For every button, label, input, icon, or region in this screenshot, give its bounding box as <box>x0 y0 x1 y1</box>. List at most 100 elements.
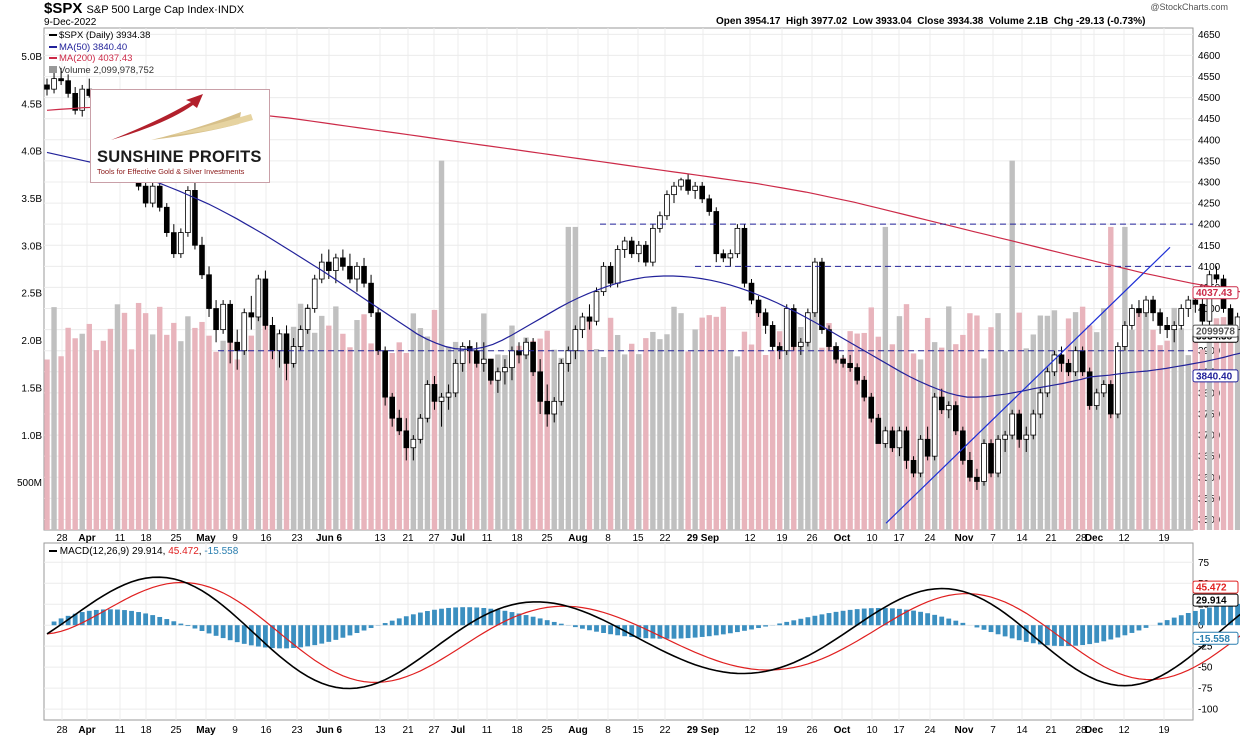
candle-body <box>600 265 607 293</box>
logo-tagline: Tools for Effective Gold & Silver Invest… <box>97 167 245 176</box>
macd-histogram-bar <box>953 620 959 626</box>
volume-bar <box>903 304 910 530</box>
candle-body <box>621 240 628 250</box>
x-tick-label: 29 Sep <box>687 533 719 544</box>
candle-body <box>1093 392 1100 406</box>
volume-tick-label: 1.5B <box>21 383 42 394</box>
volume-bar <box>995 313 1001 530</box>
macd-tick-label: -25 <box>1198 642 1213 653</box>
volume-bar <box>671 306 677 530</box>
candle-body <box>734 227 741 255</box>
candle-body <box>558 362 565 402</box>
macd-histogram-bar <box>551 621 557 626</box>
volume-bar <box>1192 330 1199 530</box>
x-tick-label: 25 <box>541 725 553 736</box>
volume-bar <box>340 333 346 530</box>
candle-body <box>875 417 882 444</box>
candle-body <box>389 396 396 419</box>
volume-bar <box>128 349 135 530</box>
candle-body <box>783 308 790 352</box>
volume-bar <box>819 347 825 530</box>
x-tick-label: Dec <box>1085 533 1104 544</box>
candle-body <box>805 312 811 343</box>
x-tick-label: 7 <box>990 533 996 544</box>
volume-bar <box>481 313 487 530</box>
macd-histogram-bar <box>671 625 677 639</box>
logo-swoosh-icon <box>111 94 253 140</box>
macd-histogram-bar <box>798 618 804 626</box>
macd-histogram-bar <box>1002 625 1008 637</box>
volume-bar <box>326 325 332 530</box>
candle-body <box>854 367 860 381</box>
volume-bar <box>678 313 684 530</box>
candle-body <box>347 265 353 280</box>
macd-histogram-bar <box>1016 625 1022 641</box>
macd-histogram-bar <box>1214 606 1219 626</box>
legend-volume: Volume 2,099,978,752 <box>49 65 154 77</box>
macd-histogram-bar <box>171 621 177 626</box>
candle-body <box>833 346 839 360</box>
macd-histogram-bar <box>960 622 966 626</box>
volume-bar <box>171 322 177 530</box>
candle-body <box>967 459 973 478</box>
volume-tick-label: 5.0B <box>21 52 42 63</box>
macd-histogram-bar <box>650 625 656 639</box>
candle-body <box>1213 274 1220 280</box>
macd-histogram-bar <box>1136 625 1142 631</box>
candle-body <box>1136 308 1142 314</box>
candle-body <box>403 430 410 449</box>
macd-histogram-bar <box>1164 620 1170 626</box>
sunshine-profits-logo: SUNSHINE PROFITS Tools for Effective Gol… <box>90 89 270 183</box>
x-tick-label: 29 Sep <box>687 725 719 736</box>
macd-histogram-bar <box>312 625 318 646</box>
macd-histogram-bar <box>495 609 501 626</box>
macd-histogram-bar <box>185 625 191 627</box>
macd-histogram-bar <box>79 612 85 626</box>
volume-bar <box>607 317 614 530</box>
candle-body <box>586 316 593 322</box>
macd-histogram-bar <box>474 607 480 626</box>
macd-histogram-bar <box>1073 625 1078 646</box>
x-tick-label: 28 <box>1075 533 1087 544</box>
macd-histogram-bar <box>1087 625 1093 645</box>
macd-histogram-bar <box>643 625 649 639</box>
volume-bar <box>72 338 78 530</box>
candle-body <box>579 316 586 331</box>
symbol-exchange: INDX <box>217 4 245 16</box>
volume-bar <box>551 349 557 530</box>
y-tick-label: 4300 <box>1198 177 1221 188</box>
candle-body <box>896 430 903 449</box>
y-tick-label: 4450 <box>1198 114 1221 125</box>
macd-histogram-bar <box>502 610 508 626</box>
logo-name: SUNSHINE PROFITS <box>97 148 262 166</box>
volume-bar <box>199 321 205 530</box>
volume-bar <box>974 315 980 530</box>
candle-body <box>269 325 276 352</box>
macd-histogram-bar <box>248 625 254 646</box>
macd-histogram-bar <box>270 625 275 649</box>
candle-body <box>868 396 875 419</box>
macd-histogram-bar <box>368 625 374 629</box>
volume-bar <box>798 326 804 530</box>
volume-bar <box>805 318 811 530</box>
candle-body <box>227 303 233 343</box>
macd-histogram-bar <box>213 625 219 636</box>
macd-histogram-bar <box>164 619 170 626</box>
y-tick-label: 4350 <box>1198 156 1221 167</box>
symbol-name: S&P 500 Large Cap Index <box>86 4 215 16</box>
symbol: $SPX <box>44 0 83 17</box>
candle-body <box>1164 325 1170 331</box>
volume-bar <box>1171 307 1177 530</box>
volume-bar <box>93 350 100 530</box>
macd-histogram-bar <box>1037 625 1043 645</box>
candle-body <box>1122 325 1128 347</box>
volume-bar <box>833 356 839 530</box>
macd-histogram-bar <box>93 609 99 626</box>
ma50-line <box>46 151 1240 398</box>
x-tick-label: 26 <box>806 725 818 736</box>
volume-bar <box>509 325 515 530</box>
volume-bar <box>784 308 790 530</box>
candle-body <box>1037 392 1044 415</box>
volume-bar <box>741 331 748 530</box>
volume-bar <box>734 356 741 530</box>
